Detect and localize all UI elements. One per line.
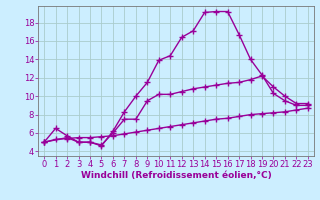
X-axis label: Windchill (Refroidissement éolien,°C): Windchill (Refroidissement éolien,°C) <box>81 171 271 180</box>
